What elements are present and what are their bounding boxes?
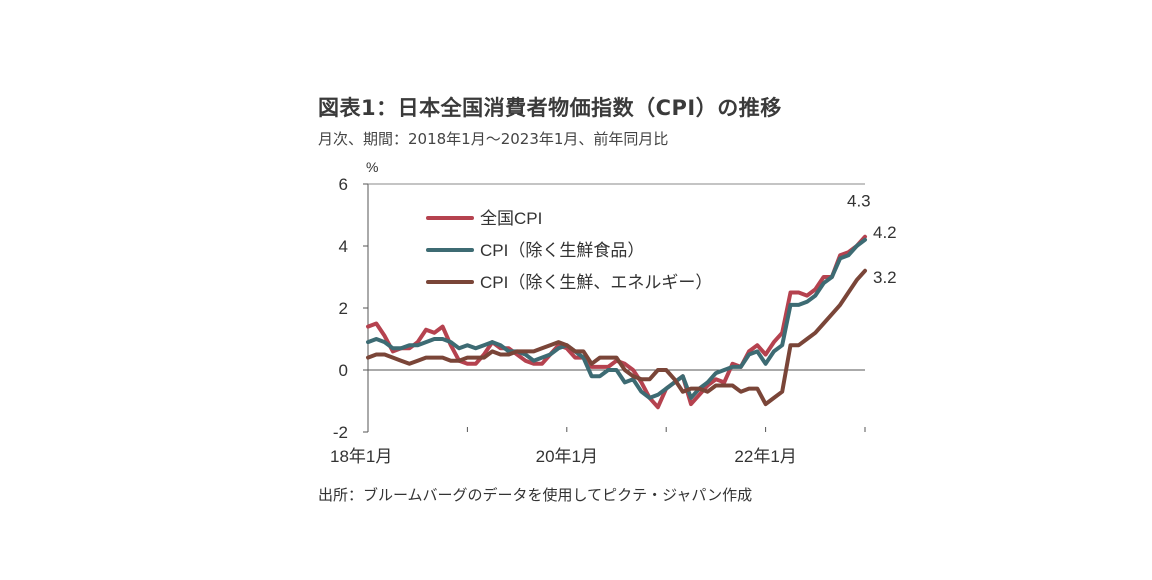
y-tick-label: 2: [339, 299, 348, 318]
chart-title: 図表1：日本全国消費者物価指数（CPI）の推移: [318, 96, 782, 120]
series-end-label: 3.2: [873, 268, 897, 287]
y-tick-label: 0: [339, 361, 348, 380]
x-tick-label: 18年1月: [330, 447, 392, 466]
x-tick-label: 20年1月: [536, 447, 598, 466]
y-tick-label: -2: [333, 423, 348, 442]
chart-subtitle: 月次、期間：2018年1月～2023年1月、前年同月比: [318, 130, 669, 148]
series-end-label: 4.2: [873, 223, 897, 242]
series-line: [366, 268, 867, 407]
series-line: [366, 237, 867, 400]
x-tick-label: 22年1月: [734, 447, 796, 466]
legend-label: CPI（除く生鮮食品）: [480, 241, 644, 260]
y-tick-label: 4: [339, 237, 348, 256]
y-tick-label: 6: [339, 175, 348, 194]
series-line: [366, 234, 867, 410]
legend: 全国CPI CPI（除く生鮮食品） CPI（除く生鮮、エネルギー）: [426, 209, 712, 292]
plot-area: -2 0 2 4 6 18年1月 20年1月 22年1月 4.34.2 3.2: [330, 175, 897, 466]
y-axis-unit-label: %: [366, 159, 378, 175]
legend-label: 全国CPI: [480, 209, 542, 228]
source-note: 出所：ブルームバーグのデータを使用してピクテ・ジャパン作成: [318, 486, 753, 504]
series-end-label: 4.3: [847, 192, 871, 211]
legend-label: CPI（除く生鮮、エネルギー）: [480, 273, 712, 292]
